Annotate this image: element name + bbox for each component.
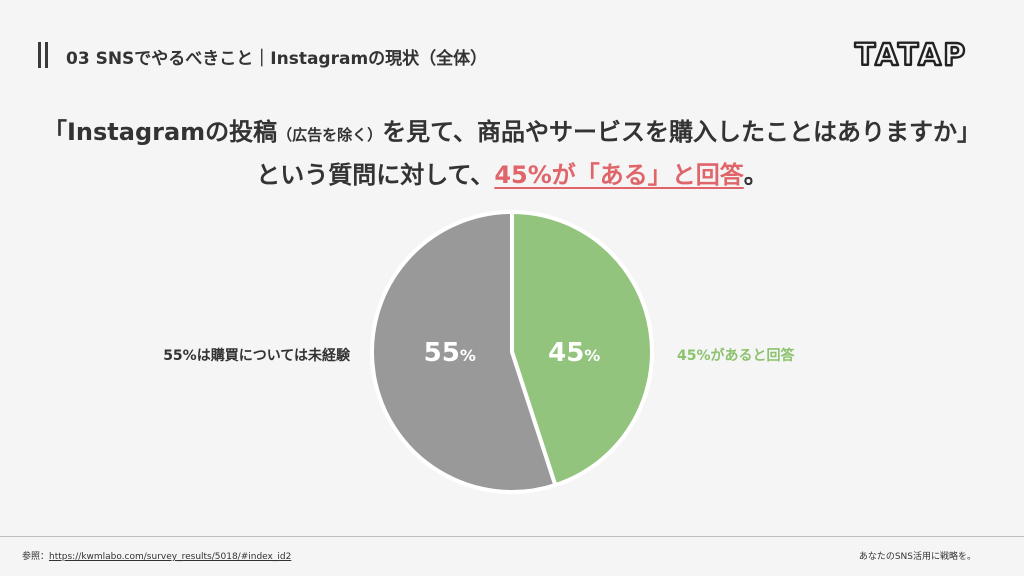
question-line-2-end: 。 <box>743 161 768 189</box>
pie-slice-value-0: 45 <box>548 338 584 368</box>
pie-slice-label-0: 45% <box>548 338 600 368</box>
footer-divider <box>0 536 1024 537</box>
brand-logo: TATAP <box>854 38 967 70</box>
footer-reference: 参照：https://kwmlabo.com/survey_results/50… <box>22 549 291 562</box>
question-line-1-end: を見て、商品やサービスを購入したことはありますか」 <box>382 118 981 146</box>
survey-question: 「Instagramの投稿（広告を除く）を見て、商品やサービスを購入したことはあ… <box>0 112 1024 195</box>
pie-slice-unit-0: % <box>584 346 600 365</box>
pie-slice-unit-1: % <box>460 346 476 365</box>
question-line-1: 「Instagramの投稿（広告を除く）を見て、商品やサービスを購入したことはあ… <box>0 112 1024 155</box>
pie-slice-value-1: 55 <box>424 338 460 368</box>
legend-label-no-purchase: 55%は購買については未経験 <box>163 348 350 364</box>
header-bars-icon <box>38 42 52 68</box>
footer-tagline: あなたのSNS活用に戦略を。 <box>858 552 976 562</box>
brand-logo-text: TATAP <box>855 38 967 70</box>
question-line-1-note: （広告を除く） <box>277 126 383 144</box>
section-title: 03 SNSでやるべきこと｜Instagramの現状（全体） <box>66 49 488 69</box>
footer-ref-link[interactable]: https://kwmlabo.com/survey_results/5018/… <box>49 552 292 562</box>
question-highlight: 45%が「ある」と回答 <box>494 161 744 189</box>
footer-ref-label: 参照： <box>22 552 50 562</box>
pie-slice-0 <box>510 210 654 488</box>
question-line-1-start: 「Instagramの投稿 <box>42 118 278 146</box>
pie-slice-1 <box>370 210 558 494</box>
legend-label-purchased: 45%があると回答 <box>677 348 795 364</box>
question-line-2-start: という質問に対して、 <box>256 161 495 189</box>
question-line-2: という質問に対して、45%が「ある」と回答。 <box>0 155 1024 195</box>
pie-slice-label-1: 55% <box>424 338 476 368</box>
